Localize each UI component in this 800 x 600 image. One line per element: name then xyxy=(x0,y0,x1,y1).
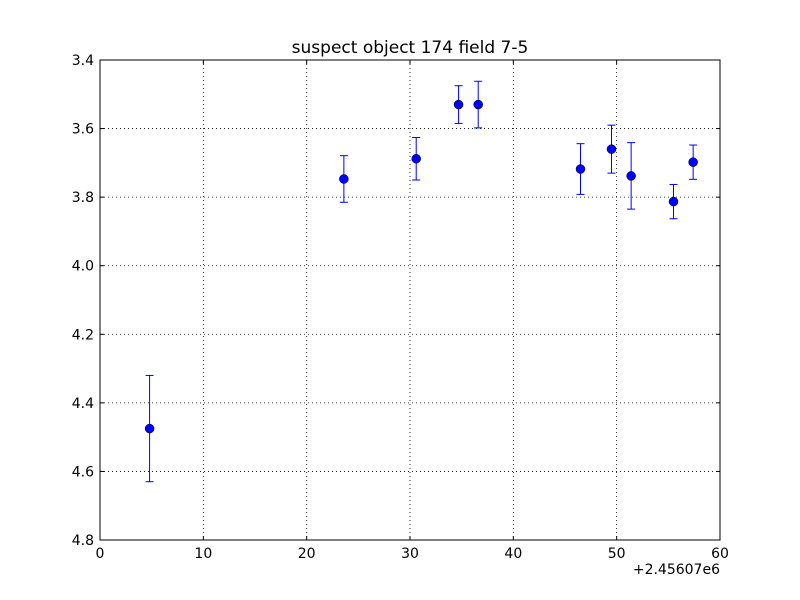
y-tick-label: 4.8 xyxy=(72,533,94,549)
data-point xyxy=(453,85,464,124)
point-marker xyxy=(144,423,155,434)
x-tick-label: 50 xyxy=(608,546,626,562)
x-tick-label: 60 xyxy=(711,546,729,562)
point-marker xyxy=(688,157,698,167)
x-tick-label: 40 xyxy=(504,546,522,562)
point-marker xyxy=(668,196,679,207)
point-marker xyxy=(626,171,636,181)
chart-title: suspect object 174 field 7-5 xyxy=(292,38,529,58)
point-marker xyxy=(473,99,483,110)
data-point xyxy=(668,183,679,220)
point-marker xyxy=(453,99,464,110)
x-tick-label: 0 xyxy=(96,546,105,562)
x-tick-label: 10 xyxy=(194,546,212,562)
point-marker xyxy=(339,174,349,184)
data-point xyxy=(411,136,421,181)
data-point xyxy=(688,144,698,180)
y-tick-label: 4.4 xyxy=(72,396,94,412)
data-point xyxy=(339,155,349,203)
data-point xyxy=(606,124,617,174)
axes: 0 10 20 30 40 50 60 3.4 3.6 3.8 4.0 4.2 4.4 4.6 4.8 xyxy=(72,53,729,562)
point-marker xyxy=(575,164,586,174)
x-tick-label: 20 xyxy=(298,546,316,562)
grid xyxy=(100,60,720,540)
data-series xyxy=(144,80,698,483)
y-tick-label: 4.6 xyxy=(72,464,94,480)
data-point xyxy=(626,142,636,210)
y-tick-label: 3.8 xyxy=(72,190,94,206)
y-tick-label: 3.6 xyxy=(72,122,94,138)
point-marker xyxy=(606,144,617,154)
y-tick-label: 3.4 xyxy=(72,53,94,69)
x-offset-label: +2.45607e6 xyxy=(633,562,720,578)
y-tick-label: 4.0 xyxy=(72,259,94,275)
y-tick-label: 4.2 xyxy=(72,327,94,343)
data-point xyxy=(575,143,586,195)
data-point xyxy=(144,374,155,483)
point-marker xyxy=(411,153,421,164)
data-point xyxy=(473,80,483,129)
x-tick-label: 30 xyxy=(401,546,419,562)
